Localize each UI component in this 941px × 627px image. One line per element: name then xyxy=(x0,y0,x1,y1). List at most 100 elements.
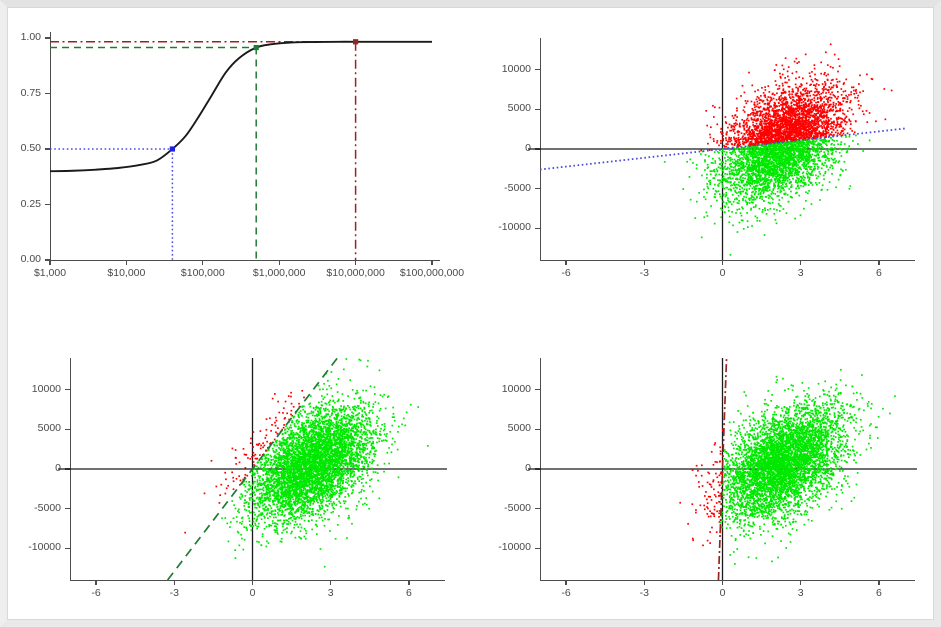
scatter-point xyxy=(835,110,837,113)
scatter-point xyxy=(840,121,842,124)
scatter-point xyxy=(808,90,811,93)
scatter-point xyxy=(703,188,705,191)
scatter-point xyxy=(835,125,838,128)
scatter-point xyxy=(816,132,818,134)
scatter-point xyxy=(700,149,703,152)
scatter-point xyxy=(790,142,793,144)
scatter-point xyxy=(753,166,756,169)
scatter-point xyxy=(751,161,754,164)
scatter-point xyxy=(787,152,789,155)
scatter-point xyxy=(765,144,767,147)
scatter-point xyxy=(767,107,770,109)
scatter-point xyxy=(806,168,808,171)
scatter-point xyxy=(785,104,788,107)
scatter-point xyxy=(790,151,792,153)
scatter-point xyxy=(783,113,786,116)
scatter-point xyxy=(836,118,838,121)
scatter-point xyxy=(789,140,791,143)
scatter-point xyxy=(782,117,785,120)
scatter-point xyxy=(793,174,796,177)
scatter-point xyxy=(786,166,789,169)
scatter-point xyxy=(716,199,718,202)
scatter-point xyxy=(738,185,741,187)
scatter-point xyxy=(791,90,794,93)
scatter-point xyxy=(816,106,819,108)
scatter-point xyxy=(805,163,808,165)
scatter-point xyxy=(766,136,769,139)
scatter-point xyxy=(753,173,756,176)
scatter-point xyxy=(771,134,774,137)
scatter-point xyxy=(818,91,820,93)
scatter-point xyxy=(775,98,778,101)
scatter-point xyxy=(686,160,689,163)
scatter-point xyxy=(788,148,791,151)
scatter-point xyxy=(803,108,806,110)
scatter-point xyxy=(772,175,774,178)
scatter-point xyxy=(763,125,766,128)
scatter-point xyxy=(759,136,761,138)
scatter-point xyxy=(741,166,743,169)
scatter-point xyxy=(779,205,782,207)
panel-a-y-tick xyxy=(45,92,50,95)
scatter-point xyxy=(797,120,800,123)
scatter-point xyxy=(800,135,803,137)
scatter-point xyxy=(824,82,827,85)
scatter-point xyxy=(771,139,774,142)
scatter-point xyxy=(769,115,772,118)
scatter-point xyxy=(738,221,741,224)
scatter-point xyxy=(785,147,788,150)
scatter-point xyxy=(742,161,745,164)
b-plot-x-tick xyxy=(878,260,880,265)
scatter-point xyxy=(801,149,804,152)
scatter-point xyxy=(836,122,839,125)
b-plot-x-axis-line xyxy=(540,260,915,262)
scatter-point xyxy=(821,156,824,158)
scatter-point xyxy=(749,168,751,171)
scatter-point xyxy=(776,115,778,117)
scatter-point xyxy=(755,122,758,125)
scatter-point xyxy=(748,127,751,129)
scatter-point xyxy=(763,180,766,183)
scatter-point xyxy=(848,145,851,147)
scatter-point xyxy=(799,129,802,132)
scatter-point xyxy=(758,173,760,176)
scatter-point xyxy=(787,66,790,68)
scatter-point xyxy=(727,188,730,191)
scatter-point xyxy=(843,97,845,99)
scatter-point xyxy=(789,163,792,166)
scatter-point xyxy=(759,193,762,195)
scatter-point xyxy=(799,133,801,135)
scatter-point xyxy=(826,157,829,160)
scatter-point xyxy=(784,121,787,124)
scatter-point xyxy=(782,88,785,91)
scatter-point xyxy=(751,195,754,198)
scatter-point xyxy=(762,152,764,155)
scatter-point xyxy=(781,159,784,161)
scatter-point xyxy=(754,192,756,195)
scatter-point xyxy=(809,108,811,111)
scatter-point xyxy=(778,204,781,207)
scatter-point xyxy=(833,144,835,146)
scatter-point xyxy=(781,126,783,129)
scatter-point xyxy=(773,105,776,107)
scatter-point xyxy=(807,126,809,128)
scatter-point xyxy=(746,126,748,128)
scatter-point xyxy=(784,111,786,114)
scatter-point xyxy=(737,159,739,161)
scatter-point xyxy=(712,187,715,190)
scatter-point xyxy=(795,133,798,135)
scatter-point xyxy=(785,121,787,123)
scatter-point xyxy=(801,156,803,159)
scatter-point xyxy=(791,117,794,120)
scatter-point xyxy=(747,168,750,171)
scatter-point xyxy=(804,182,806,184)
scatter-point xyxy=(791,129,794,131)
scatter-point xyxy=(862,90,864,92)
scatter-point xyxy=(804,127,807,130)
scatter-point xyxy=(839,173,842,176)
scatter-point xyxy=(788,142,791,145)
scatter-point xyxy=(798,119,801,122)
scatter-point xyxy=(763,167,765,170)
scatter-point xyxy=(728,123,731,126)
